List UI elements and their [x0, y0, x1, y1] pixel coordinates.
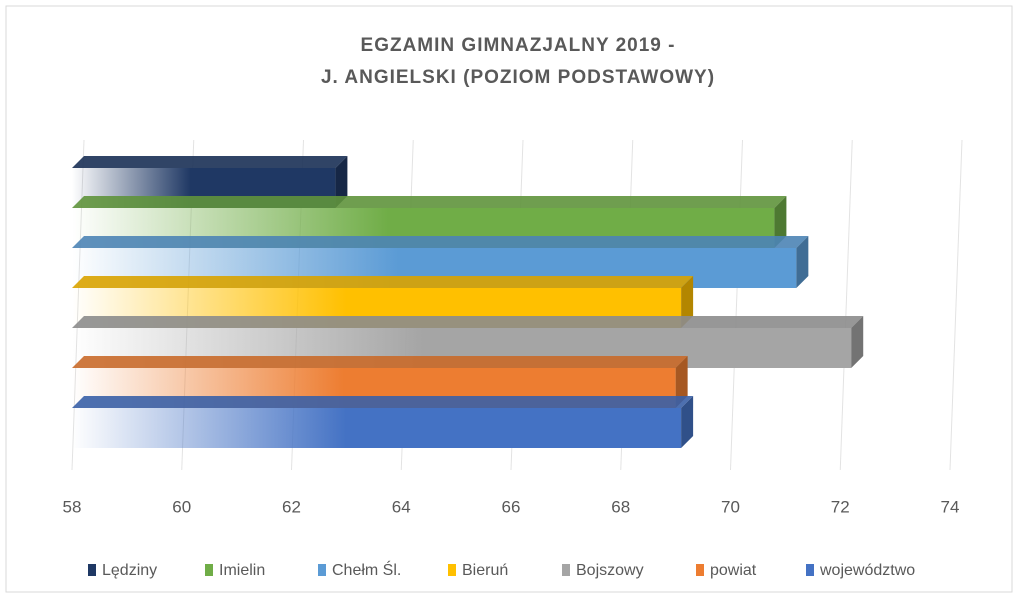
- x-tick-label: 64: [392, 497, 411, 516]
- legend-label: Chełm Śl.: [332, 560, 401, 579]
- grid-line: [730, 139, 743, 471]
- grid-line: [949, 139, 963, 471]
- legend-label: Bieruń: [462, 562, 508, 579]
- bar-top: [72, 396, 694, 408]
- x-tick-label: 62: [282, 497, 301, 516]
- legend-label: powiat: [710, 562, 757, 579]
- chart-title: EGZAMIN GIMNAZJALNY 2019 -: [361, 35, 676, 56]
- bar-top: [72, 276, 694, 288]
- bar: [72, 408, 682, 448]
- chart-title: J. ANGIELSKI (POZIOM PODSTAWOWY): [321, 67, 715, 88]
- legend-swatch: [318, 564, 326, 576]
- bar-top: [72, 316, 864, 328]
- legend-label: Imielin: [219, 562, 265, 579]
- legend-label: województwo: [819, 562, 915, 579]
- grid-line: [839, 139, 853, 471]
- x-tick-label: 66: [502, 497, 521, 516]
- x-tick-label: 74: [941, 497, 960, 516]
- legend-label: Lędziny: [102, 562, 157, 579]
- bar-top: [72, 156, 348, 168]
- x-tick-label: 70: [721, 497, 740, 516]
- bar-side: [675, 356, 688, 408]
- legend-label: Bojszowy: [576, 562, 644, 579]
- legend-swatch: [806, 564, 814, 576]
- legend-swatch: [205, 564, 213, 576]
- x-tick-label: 68: [611, 497, 630, 516]
- x-tick-label: 72: [831, 497, 850, 516]
- legend-swatch: [562, 564, 570, 576]
- legend-swatch: [88, 564, 96, 576]
- bar-side: [774, 196, 787, 248]
- bar-side: [851, 316, 864, 368]
- bar-top: [72, 196, 787, 208]
- bar-top: [72, 356, 688, 368]
- bar-top: [72, 236, 809, 248]
- x-tick-label: 58: [63, 497, 82, 516]
- bar-side: [681, 396, 694, 448]
- bar-side: [335, 156, 348, 208]
- legend-swatch: [448, 564, 456, 576]
- legend-swatch: [696, 564, 704, 576]
- x-tick-label: 60: [172, 497, 191, 516]
- bar-side: [796, 236, 809, 288]
- bar-side: [681, 276, 694, 328]
